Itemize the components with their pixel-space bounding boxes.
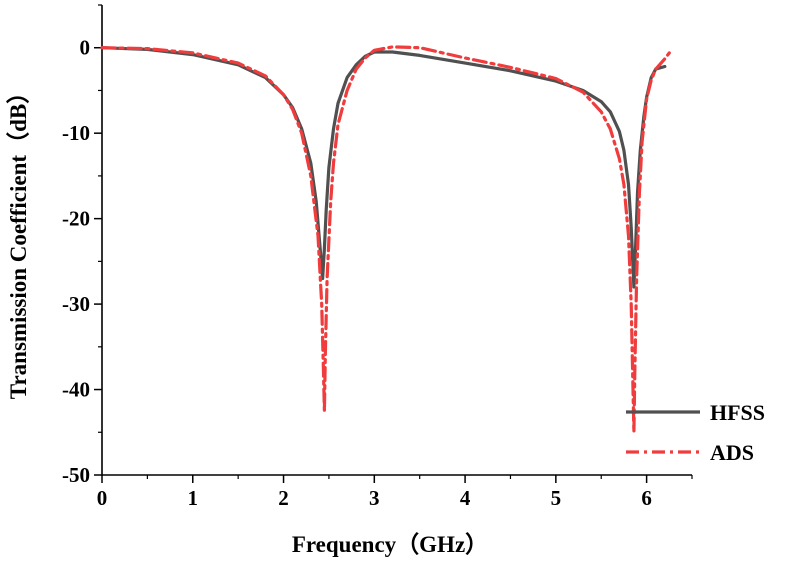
x-axis-title: Frequency（GHz） bbox=[292, 531, 488, 557]
series-line-ads bbox=[100, 45, 671, 434]
legend-label-ads: ADS bbox=[710, 440, 754, 465]
plot-lines bbox=[100, 45, 671, 434]
y-tick-label: -40 bbox=[62, 378, 90, 402]
y-axis-title: Transmission Coefficient（dB） bbox=[5, 81, 31, 399]
x-tick-label: 4 bbox=[460, 486, 471, 510]
tick-labels: 0 1 2 3 4 5 6 0 -10 -20 -30 -40 -50 bbox=[62, 36, 652, 510]
x-tick-label: 6 bbox=[641, 486, 652, 510]
legend-label-hfss: HFSS bbox=[710, 400, 765, 425]
y-tick-label: -10 bbox=[62, 121, 90, 145]
x-tick-label: 2 bbox=[278, 486, 289, 510]
x-tick-label: 3 bbox=[369, 486, 380, 510]
y-tick-label: 0 bbox=[80, 36, 91, 60]
y-tick-label: -20 bbox=[62, 207, 90, 231]
legend: HFSS ADS bbox=[626, 400, 765, 465]
x-tick-label: 1 bbox=[188, 486, 199, 510]
series-line-hfss bbox=[100, 46, 667, 289]
x-tick-label: 5 bbox=[551, 486, 562, 510]
y-tick-label: -30 bbox=[62, 292, 90, 316]
y-tick-label: -50 bbox=[62, 463, 90, 487]
x-tick-label: 0 bbox=[97, 486, 108, 510]
axes bbox=[94, 4, 693, 483]
